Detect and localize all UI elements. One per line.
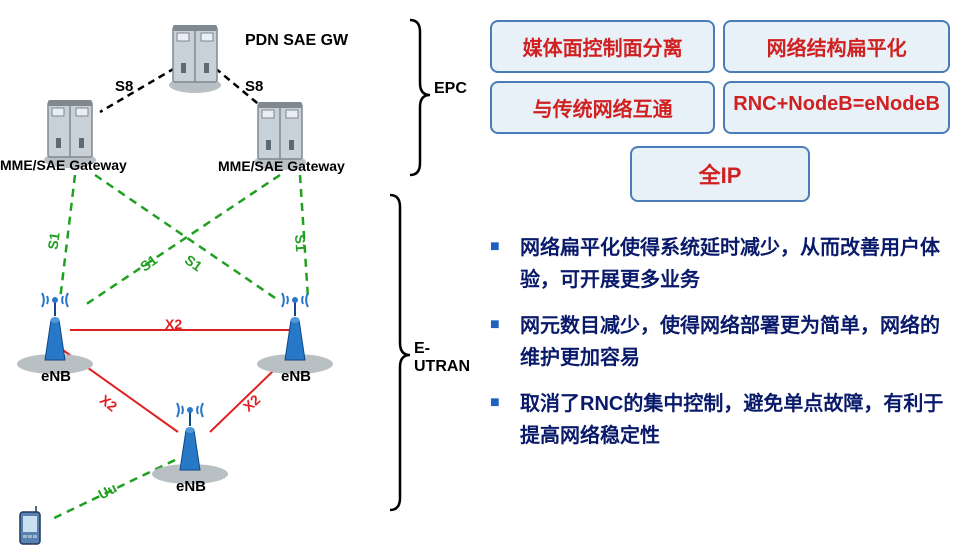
feature-text: RNC+NodeB=eNodeB: [733, 93, 940, 115]
right-panel: 媒体面控制面分离 网络结构扁平化 与传统网络互通 RNC+NodeB=eNode…: [490, 20, 950, 466]
feature-grid: 媒体面控制面分离 网络结构扁平化 与传统网络互通 RNC+NodeB=eNode…: [490, 20, 950, 134]
server-label: PDN SAE GW: [245, 32, 348, 50]
bullet-list: 网络扁平化使得系统延时减少，从而改善用户体验，可开展更多业务 网元数目减少，使得…: [490, 232, 950, 452]
bullet-item: 取消了RNC的集中控制，避免单点故障，有利于提高网络稳定性: [490, 388, 950, 452]
s8-label: S8: [245, 78, 263, 95]
diagram-svg: [0, 0, 480, 545]
feature-center: 全IP: [630, 146, 810, 202]
feature-center-text: 全IP: [699, 163, 742, 188]
network-diagram: S8S8S1S1S1S1X2X2X2UuPDN SAE GWMME/SAE Ga…: [0, 0, 480, 545]
enb-label: eNB: [41, 368, 71, 385]
bullet-item: 网元数目减少，使得网络部署更为简单，网络的维护更加容易: [490, 310, 950, 374]
epc-label: EPC: [434, 80, 467, 98]
feature-text: 网络结构扁平化: [767, 38, 907, 60]
feature-text: 媒体面控制面分离: [523, 38, 683, 60]
feature-box-1: 媒体面控制面分离: [490, 20, 715, 73]
s1-label: S1: [292, 234, 309, 252]
x2-label: X2: [165, 316, 182, 332]
server-label: MME/SAE Gateway: [218, 158, 345, 174]
feature-box-2: 网络结构扁平化: [723, 20, 950, 73]
eutran-label: E-UTRAN: [414, 340, 480, 376]
s8-label: S8: [115, 78, 133, 95]
bullet-item: 网络扁平化使得系统延时减少，从而改善用户体验，可开展更多业务: [490, 232, 950, 296]
enb-label: eNB: [176, 478, 206, 495]
feature-box-3: 与传统网络互通: [490, 81, 715, 134]
feature-box-4: RNC+NodeB=eNodeB: [723, 81, 950, 134]
server-label: MME/SAE Gateway: [0, 157, 127, 173]
enb-label: eNB: [281, 368, 311, 385]
s1-label: S1: [44, 231, 62, 250]
feature-text: 与传统网络互通: [533, 99, 673, 121]
